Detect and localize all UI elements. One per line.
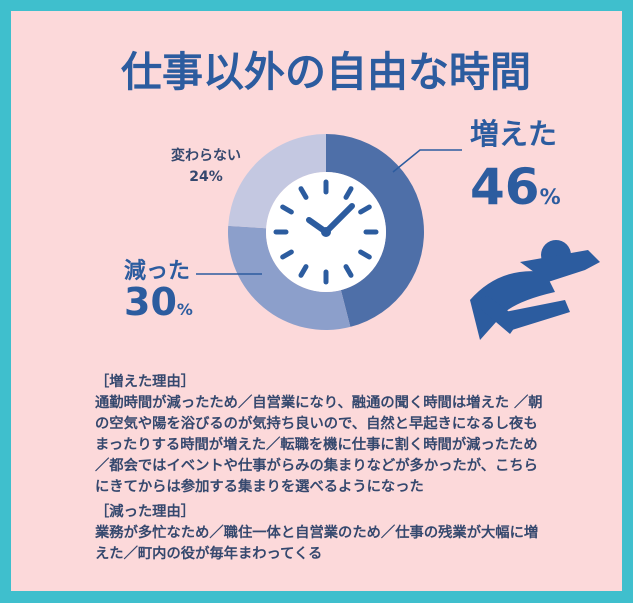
category-label: 減った (124, 259, 190, 284)
chart-title: 仕事以外の自由な時間 (121, 48, 531, 96)
reason-line: 業務が多忙なため／職住一体と自営業のため／仕事の残業が大幅に増 (95, 525, 539, 541)
reason-line: ／都会ではイベントや仕事がらみの集まりなどが多かったが、こちら (95, 458, 538, 474)
leader-line (392, 149, 462, 173)
value-label: 46% (470, 158, 561, 216)
reasons: ［増えた理由］ 通勤時間が減ったため／自営業になり、融通の聞く時間は増えた ／朝の… (95, 372, 625, 565)
clock (266, 172, 386, 292)
donut (228, 134, 424, 330)
category-label: 変わらない (171, 147, 241, 164)
reason-line: 通勤時間が減ったため／自営業になり、融通の聞く時間は増えた ／朝 (95, 395, 543, 411)
value-label: 30% (124, 280, 193, 324)
donut-segment (228, 225, 351, 330)
reason-line: えた／町内の役が毎年まわってくる (95, 546, 323, 562)
category-label: 増えた (470, 117, 557, 151)
reason-line: まったりする時間が増えた／転職を機に仕事に割く時間が減ったため (95, 437, 538, 453)
reason-heading: ［増えた理由］ (95, 374, 196, 390)
reason-heading: ［減った理由］ (95, 504, 196, 520)
reason-line: にきてからは参加する集まりを選べるようになった (95, 479, 424, 495)
relaxing-person-icon (470, 240, 600, 340)
value-label: 24% (189, 169, 223, 185)
reason-line: の空気や陽を浴びるのが気持ち良いので、自然と早起きになるし夜も (95, 416, 538, 432)
donut-segment (326, 134, 424, 327)
donut-segment (228, 134, 326, 229)
